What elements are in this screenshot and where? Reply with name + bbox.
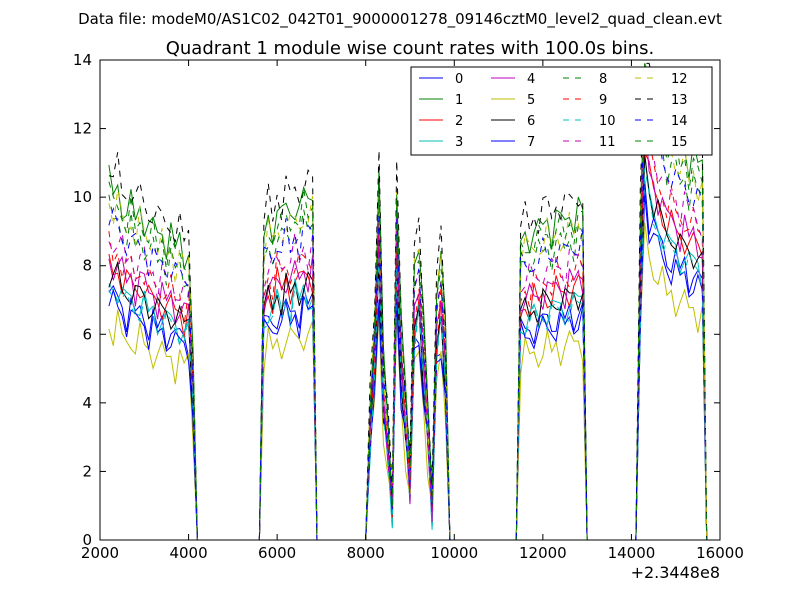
legend-frame (410, 66, 713, 156)
y-tick-label: 2 (82, 462, 92, 480)
x-tick-label: 16000 (696, 544, 744, 562)
legend-label-10: 10 (599, 114, 616, 129)
legend-label-14: 14 (671, 114, 688, 129)
legend-label-0: 0 (455, 72, 463, 87)
legend-label-6: 6 (527, 114, 535, 129)
x-tick-label: 2000 (81, 544, 119, 562)
legend-label-5: 5 (527, 93, 535, 108)
x-tick-label: 4000 (169, 544, 207, 562)
series-line-11 (108, 76, 708, 541)
x-tick-label: 14000 (608, 544, 656, 562)
y-tick-label: 8 (82, 257, 92, 275)
series-line-10 (108, 168, 708, 541)
x-tick-label: 6000 (258, 544, 296, 562)
y-tick-label: 6 (82, 325, 92, 343)
x-tick-label: 12000 (519, 544, 567, 562)
chart-title: Quadrant 1 module wise count rates with … (166, 38, 655, 59)
legend-label-2: 2 (455, 114, 463, 129)
series-line-12 (108, 63, 708, 541)
legend-label-13: 13 (671, 93, 688, 108)
x-axis-offset-label: +2.3448e8 (631, 563, 720, 582)
legend-label-7: 7 (527, 135, 535, 150)
legend-label-8: 8 (599, 72, 607, 87)
legend-label-4: 4 (527, 72, 535, 87)
figure-suptitle: Data file: modeM0/AS1C02_042T01_90000012… (78, 10, 722, 29)
y-tick-label: 12 (73, 120, 92, 138)
legend-label-9: 9 (599, 93, 607, 108)
legend-label-3: 3 (455, 135, 463, 150)
legend-label-15: 15 (671, 135, 688, 150)
y-tick-label: 0 (82, 531, 92, 549)
y-tick-label: 10 (73, 188, 92, 206)
series-line-15 (108, 63, 708, 541)
plot-series-group (108, 62, 708, 541)
legend-label-12: 12 (671, 72, 688, 87)
plot-frame (99, 59, 721, 541)
y-tick-label: 4 (82, 394, 92, 412)
x-tick-label: 8000 (347, 544, 385, 562)
legend-label-1: 1 (455, 93, 463, 108)
x-axis: 2000 4000 6000 8000 10000 12000 14000 16000 (81, 60, 744, 562)
y-tick-label: 14 (73, 51, 92, 69)
x-tick-label: 10000 (430, 544, 478, 562)
legend-label-11: 11 (599, 135, 616, 150)
